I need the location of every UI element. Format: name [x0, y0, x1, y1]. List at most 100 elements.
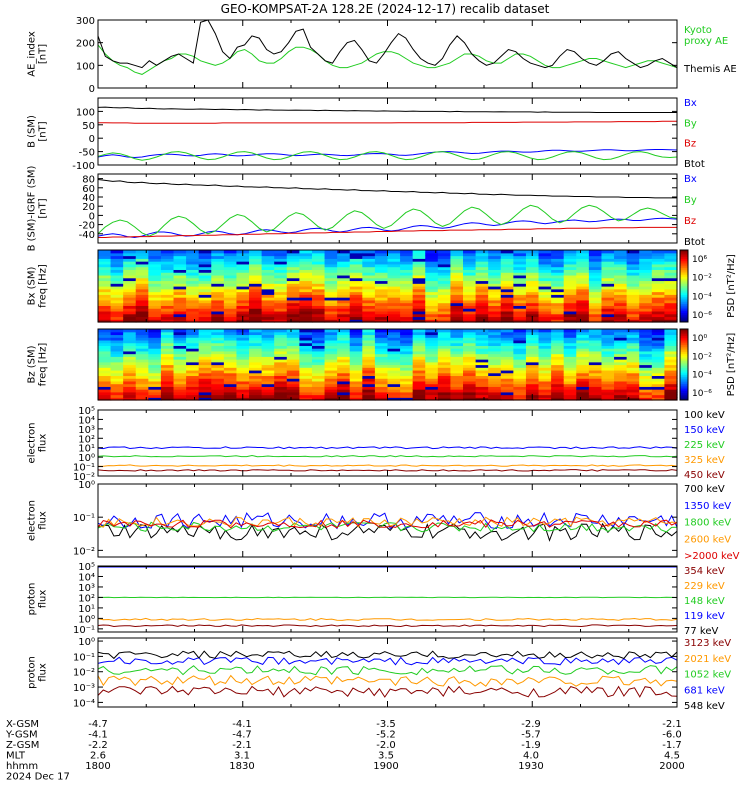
- heatmap-cell: [475, 280, 489, 284]
- colorbar-step: [680, 314, 688, 318]
- heatmap-cell: [362, 369, 376, 374]
- heatmap-cell: [437, 386, 452, 390]
- heatmap-cell: [173, 297, 187, 301]
- heatmap-cell: [437, 269, 452, 273]
- heatmap-cell: [286, 375, 300, 379]
- heatmap-cell: [639, 394, 653, 398]
- heatmap-cell: [601, 280, 615, 284]
- heatmap-cell: [500, 394, 514, 398]
- heatmap-cell: [588, 389, 603, 393]
- heatmap-cell: [639, 383, 653, 387]
- colorbar-step: [680, 264, 688, 267]
- heatmap-cell: [324, 277, 338, 282]
- heatmap-cell: [651, 308, 666, 312]
- heatmap-cell: [463, 353, 477, 357]
- heatmap-cell: [425, 299, 439, 304]
- heatmap-cell: [337, 350, 351, 355]
- heatmap-cell: [261, 329, 275, 333]
- heatmap-cell: [437, 383, 452, 387]
- y-tick-label: 10⁵: [78, 406, 95, 417]
- heatmap-cell: [362, 386, 376, 390]
- y-tick-label: 20: [82, 202, 95, 213]
- heatmap-cell: [538, 269, 552, 273]
- heatmap-cell: [513, 331, 527, 336]
- heatmap-cell: [311, 356, 326, 360]
- heatmap-cell: [198, 389, 212, 393]
- colorbar-step: [680, 284, 688, 287]
- heatmap-cell: [349, 261, 363, 265]
- heatmap-cell: [639, 302, 653, 306]
- heatmap-cell: [488, 308, 502, 312]
- heatmap-cell: [211, 252, 225, 257]
- heatmap-cell: [211, 319, 225, 323]
- heatmap-cell: [551, 394, 565, 398]
- heatmap-cell: [148, 375, 162, 379]
- heatmap-cell: [198, 319, 212, 323]
- heatmap-cell: [110, 397, 124, 401]
- heatmap-cell: [311, 288, 326, 293]
- heatmap-cell: [488, 263, 502, 268]
- x-axis-value: -5.2: [376, 730, 396, 741]
- heatmap-cell: [500, 299, 514, 304]
- heatmap-cell: [362, 286, 376, 290]
- heatmap-cell: [311, 375, 326, 379]
- heatmap-cell: [563, 263, 577, 268]
- heatmap-cell: [374, 319, 389, 323]
- heatmap-cell: [98, 313, 112, 318]
- heatmap-cell: [614, 361, 628, 366]
- heatmap-cell: [601, 391, 615, 396]
- heatmap-cell: [374, 297, 389, 301]
- heatmap-cell: [437, 350, 452, 355]
- heatmap-cell: [437, 353, 452, 357]
- heatmap-cell: [286, 291, 300, 295]
- heatmap-cell: [123, 334, 137, 338]
- heatmap-cell: [223, 345, 238, 349]
- heatmap-cell: [123, 266, 137, 270]
- heatmap-cell: [463, 378, 477, 382]
- heatmap-cell: [135, 339, 149, 344]
- heatmap-cell: [223, 397, 238, 401]
- heatmap-cell: [614, 356, 628, 360]
- heatmap-cell: [400, 302, 414, 306]
- heatmap-cell: [551, 288, 565, 293]
- heatmap-cell: [160, 272, 175, 276]
- heatmap-cell: [374, 310, 389, 315]
- heatmap-cell: [576, 288, 590, 293]
- heatmap-cell: [437, 369, 452, 374]
- heatmap-cell: [236, 337, 250, 341]
- heatmap-cell: [286, 350, 300, 355]
- heatmap-cell: [374, 369, 389, 374]
- heatmap-cell: [639, 359, 653, 363]
- heatmap-cell: [211, 250, 225, 254]
- heatmap-cell: [488, 274, 502, 279]
- heatmap-cell: [362, 329, 376, 333]
- heatmap-cell: [211, 372, 225, 377]
- heatmap-cell: [437, 280, 452, 284]
- heatmap-cell: [525, 337, 540, 341]
- heatmap-cell: [173, 394, 187, 398]
- series-line: [97, 685, 678, 698]
- colorbar-step: [680, 391, 688, 394]
- heatmap-cell: [123, 255, 137, 259]
- heatmap-cell: [148, 313, 162, 318]
- heatmap-cell: [437, 258, 452, 262]
- heatmap-cell: [173, 364, 187, 368]
- heatmap-cell: [98, 280, 112, 284]
- heatmap-cell: [299, 286, 313, 290]
- heatmap-cell: [110, 310, 124, 315]
- heatmap-cell: [639, 263, 653, 268]
- legend-entry: Bz: [684, 139, 696, 150]
- colorbar-step: [680, 250, 688, 253]
- heatmap-cell: [588, 255, 603, 259]
- heatmap-cell: [173, 337, 187, 341]
- heatmap-cell: [211, 329, 225, 333]
- colorbar-step: [680, 343, 688, 346]
- heatmap-cell: [148, 350, 162, 355]
- heatmap-cell: [211, 255, 225, 259]
- heatmap-cell: [513, 329, 527, 333]
- y-axis-label: B (SM)-IGRF (SM)[nT]: [27, 166, 49, 252]
- heatmap-cell: [412, 359, 426, 363]
- heatmap-cell: [261, 364, 275, 368]
- heatmap-cell: [475, 263, 489, 268]
- heatmap-cell: [110, 378, 124, 382]
